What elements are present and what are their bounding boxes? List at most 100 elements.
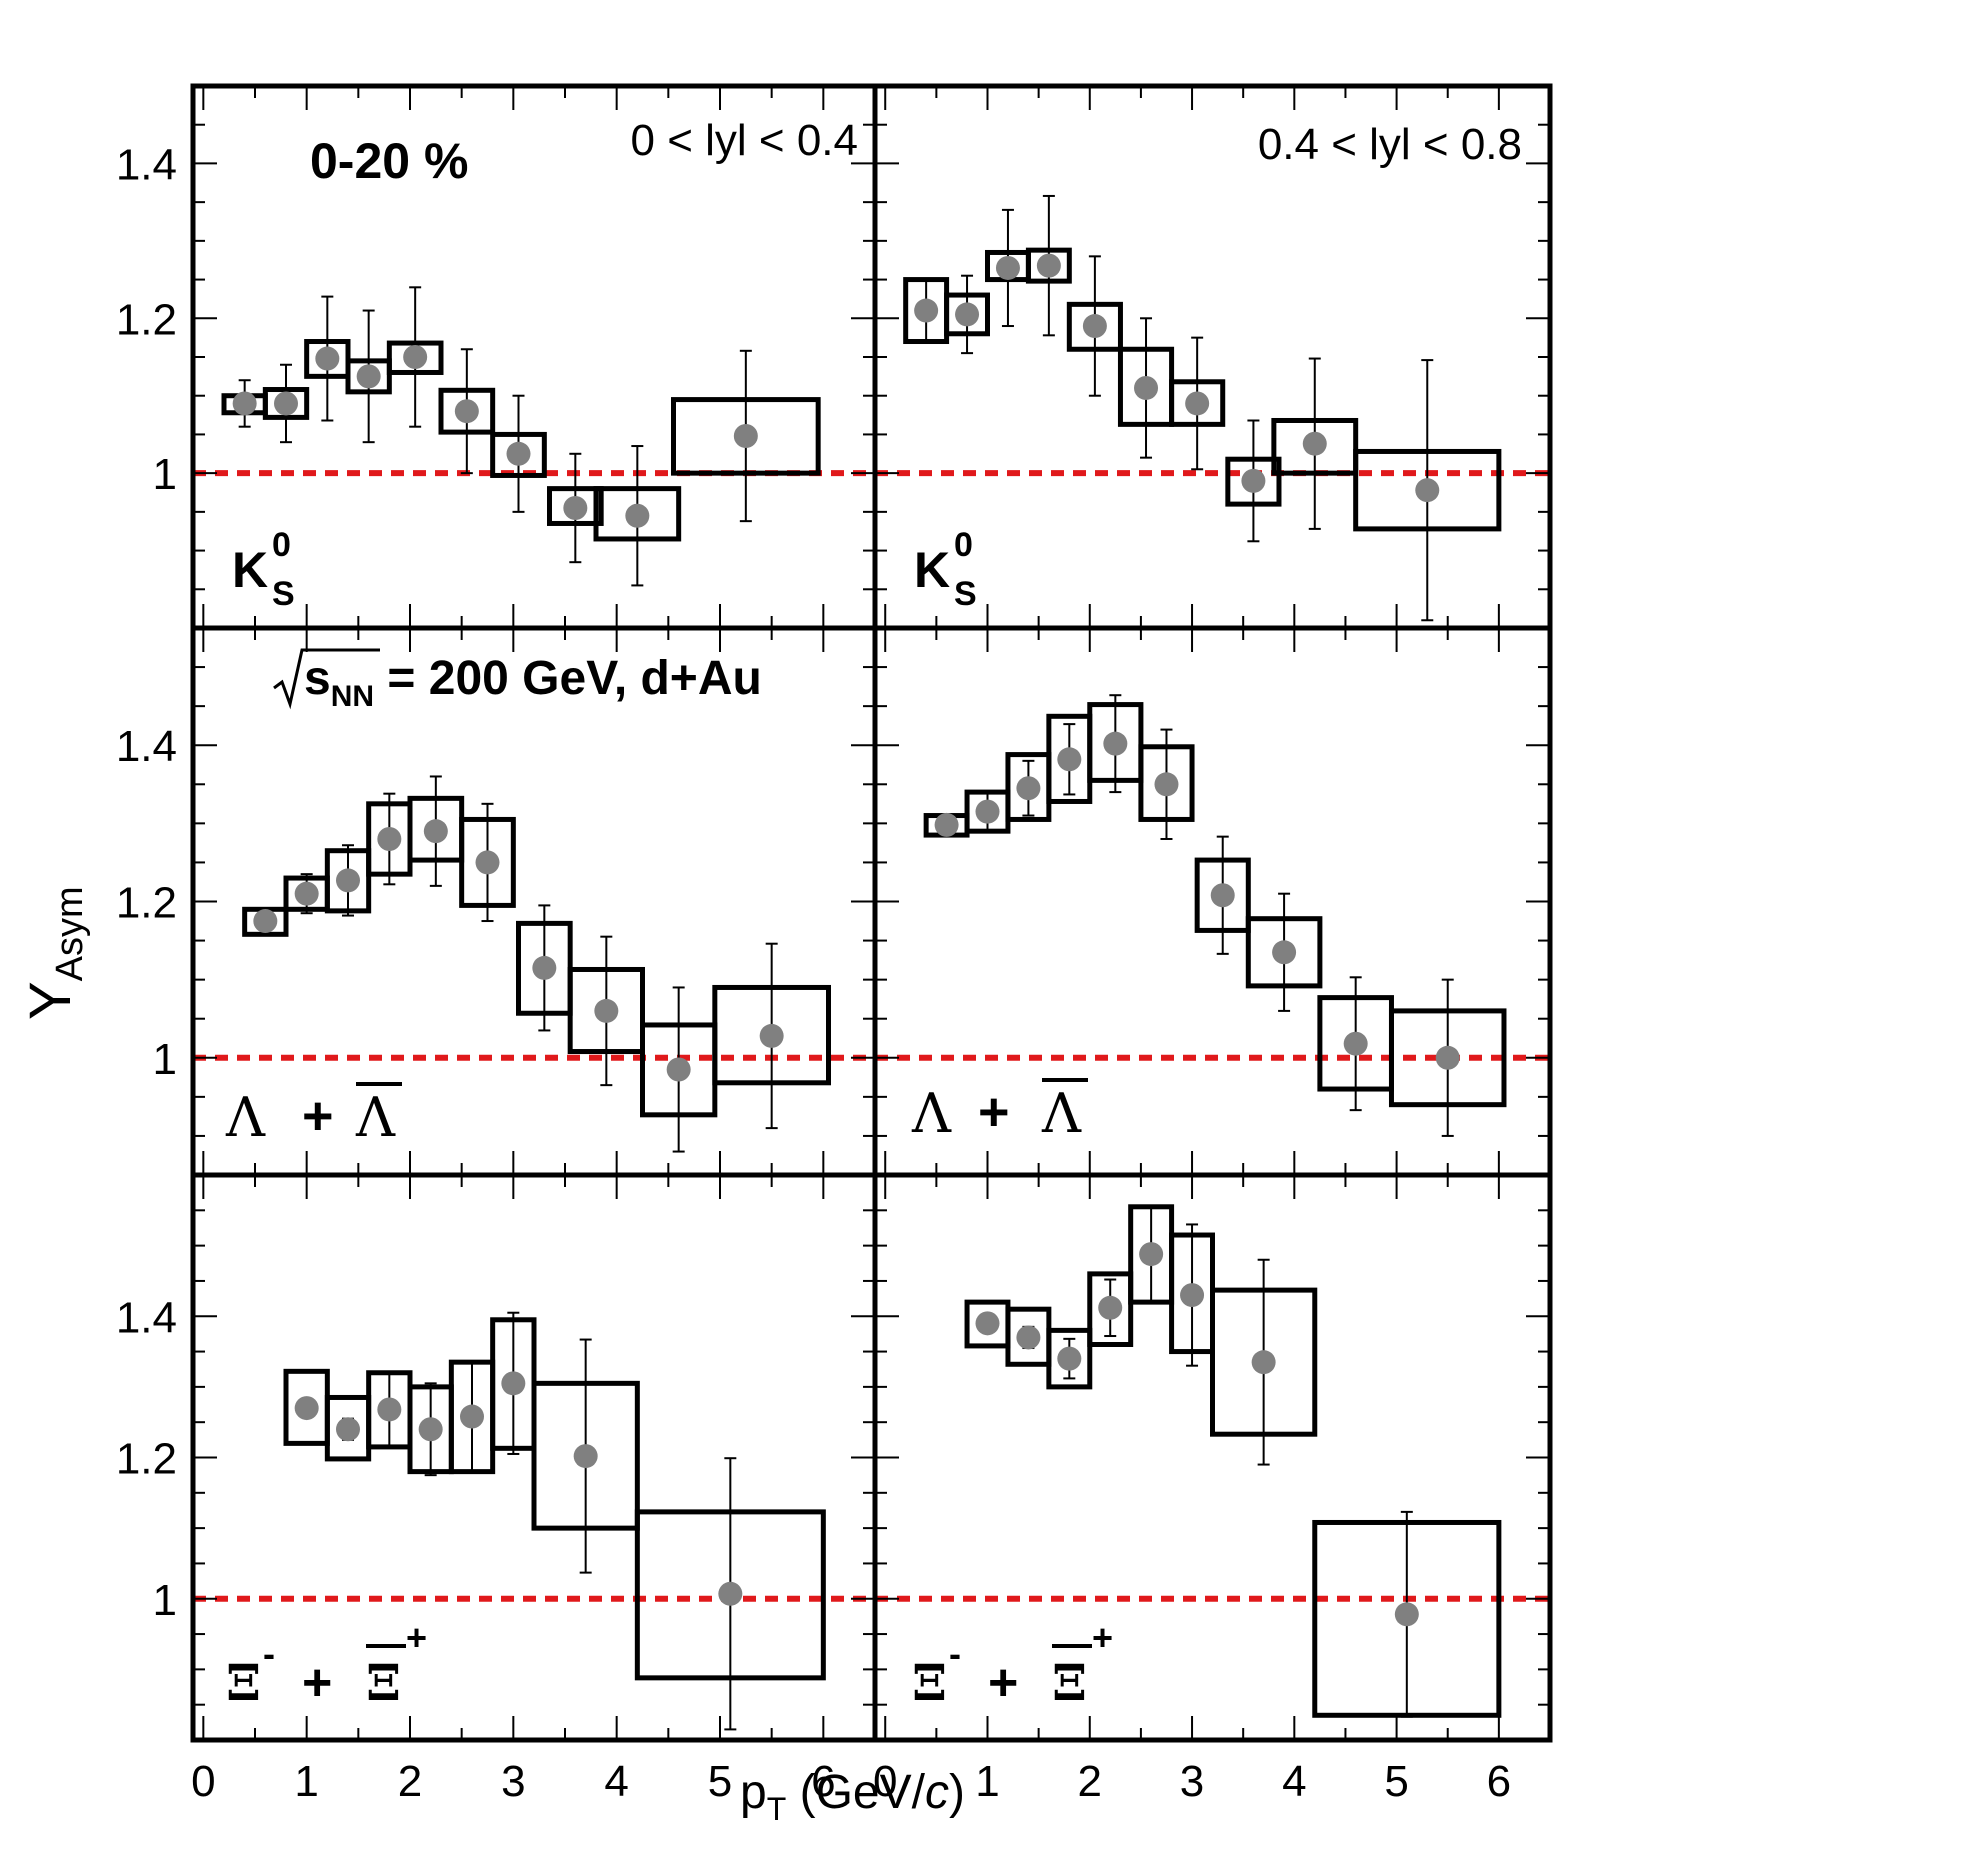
x-tick-label: 6 bbox=[811, 1757, 835, 1806]
data-marker bbox=[759, 1023, 784, 1048]
centrality-label: 0-20 % bbox=[310, 133, 468, 189]
rapidity-label-right: 0.4 < lyl < 0.8 bbox=[1258, 120, 1522, 169]
data-marker bbox=[1251, 1350, 1276, 1375]
panel-frame bbox=[872, 1172, 1553, 1743]
data-point bbox=[1046, 713, 1093, 804]
data-marker bbox=[336, 868, 360, 893]
data-marker bbox=[532, 955, 557, 980]
x-tick-label: 4 bbox=[1282, 1757, 1306, 1806]
data-marker bbox=[1180, 1283, 1205, 1308]
data-point bbox=[1312, 1510, 1502, 1718]
systematic-box bbox=[1046, 1327, 1093, 1390]
data-marker bbox=[274, 391, 298, 416]
data-point bbox=[516, 904, 573, 1032]
x-tick-label: 2 bbox=[398, 1757, 422, 1806]
data-marker bbox=[506, 441, 531, 466]
data-marker bbox=[975, 799, 1000, 824]
svg-text:-: - bbox=[263, 1633, 275, 1674]
y-tick-label: 1.4 bbox=[116, 140, 177, 189]
x-tick-label: 2 bbox=[1078, 1757, 1102, 1806]
x-tick-label: 1 bbox=[975, 1757, 999, 1806]
svg-text:+: + bbox=[302, 1654, 332, 1712]
y-tick-label: 1.2 bbox=[116, 879, 177, 928]
data-marker bbox=[1435, 1045, 1460, 1070]
data-point bbox=[221, 379, 268, 428]
data-marker bbox=[934, 812, 959, 837]
data-marker bbox=[573, 1444, 598, 1469]
data-point bbox=[1271, 357, 1359, 530]
svg-text:+: + bbox=[1092, 1617, 1113, 1658]
data-marker bbox=[294, 881, 319, 906]
data-point bbox=[1087, 694, 1144, 794]
data-point bbox=[1138, 728, 1195, 840]
data-marker bbox=[1036, 253, 1061, 278]
x-axis-title: pT (GeV/c) bbox=[740, 1766, 965, 1827]
x-tick-label: 0 bbox=[191, 1757, 215, 1806]
x-tick-label: 0 bbox=[873, 1757, 897, 1806]
data-point bbox=[459, 802, 516, 923]
data-marker bbox=[475, 850, 500, 875]
particle-label-xi-left: Ξ - + Ξ + bbox=[226, 1617, 427, 1712]
y-tick-label: 1.2 bbox=[116, 295, 177, 344]
y-axis-title: YAsym bbox=[18, 886, 91, 1020]
data-point bbox=[283, 1368, 330, 1446]
data-marker bbox=[733, 423, 758, 448]
svg-text:Ξ: Ξ bbox=[226, 1653, 261, 1712]
panel-lambda-high-y bbox=[872, 625, 1553, 1178]
data-point bbox=[324, 844, 372, 917]
data-marker bbox=[1154, 772, 1179, 797]
data-marker bbox=[955, 302, 980, 327]
x-tick-label: 3 bbox=[1180, 1757, 1204, 1806]
data-marker bbox=[1241, 468, 1266, 493]
data-marker bbox=[423, 819, 448, 844]
data-point bbox=[944, 274, 990, 355]
panel-frame bbox=[190, 625, 878, 1178]
data-point bbox=[1169, 1223, 1216, 1367]
data-marker bbox=[995, 255, 1020, 280]
data-point bbox=[671, 349, 821, 523]
data-marker bbox=[315, 346, 340, 371]
data-marker bbox=[377, 826, 402, 851]
data-marker bbox=[454, 399, 479, 424]
data-marker bbox=[403, 345, 428, 369]
data-marker bbox=[1134, 375, 1159, 400]
data-point bbox=[1225, 419, 1282, 543]
data-point bbox=[1353, 359, 1502, 622]
panel-xi-high-y: 0 1 2 3 4 5 6 bbox=[872, 1172, 1553, 1806]
data-marker bbox=[1098, 1295, 1123, 1320]
data-marker bbox=[1103, 731, 1128, 756]
data-point bbox=[490, 1311, 537, 1455]
data-point bbox=[345, 309, 392, 444]
svg-text:Ξ: Ξ bbox=[912, 1653, 947, 1712]
data-marker bbox=[356, 364, 381, 389]
data-marker bbox=[1210, 883, 1235, 908]
data-marker bbox=[594, 998, 619, 1023]
particle-label-kshort-right: K S 0 bbox=[914, 526, 977, 613]
x-tick-label: 5 bbox=[708, 1757, 732, 1806]
svg-text:-: - bbox=[949, 1633, 961, 1674]
data-marker bbox=[666, 1057, 691, 1082]
data-marker bbox=[1057, 1346, 1082, 1371]
data-marker bbox=[336, 1417, 360, 1442]
data-point bbox=[1117, 317, 1175, 459]
svg-text:0: 0 bbox=[272, 526, 291, 564]
data-marker bbox=[563, 495, 588, 520]
data-marker bbox=[975, 1311, 1000, 1336]
data-point bbox=[1087, 1271, 1134, 1347]
data-point bbox=[386, 286, 444, 428]
data-marker bbox=[1185, 391, 1210, 416]
panel-k0s-high-y bbox=[872, 83, 1553, 631]
data-point bbox=[531, 1338, 640, 1574]
data-point bbox=[448, 1359, 496, 1475]
particle-label-kshort-left: K S 0 bbox=[232, 526, 295, 613]
rapidity-label-left: 0 < lyl < 0.4 bbox=[631, 116, 858, 165]
y-tick-label: 1.2 bbox=[116, 1435, 177, 1484]
data-point bbox=[366, 1370, 413, 1450]
data-point bbox=[1066, 255, 1123, 397]
data-marker bbox=[377, 1397, 402, 1422]
data-marker bbox=[1272, 940, 1297, 965]
data-marker bbox=[1415, 478, 1440, 503]
panel-xi-low-y: 1 1.2 1.4 0 1 2 3 4 5 6 bbox=[116, 1172, 878, 1806]
data-marker bbox=[1016, 776, 1041, 801]
